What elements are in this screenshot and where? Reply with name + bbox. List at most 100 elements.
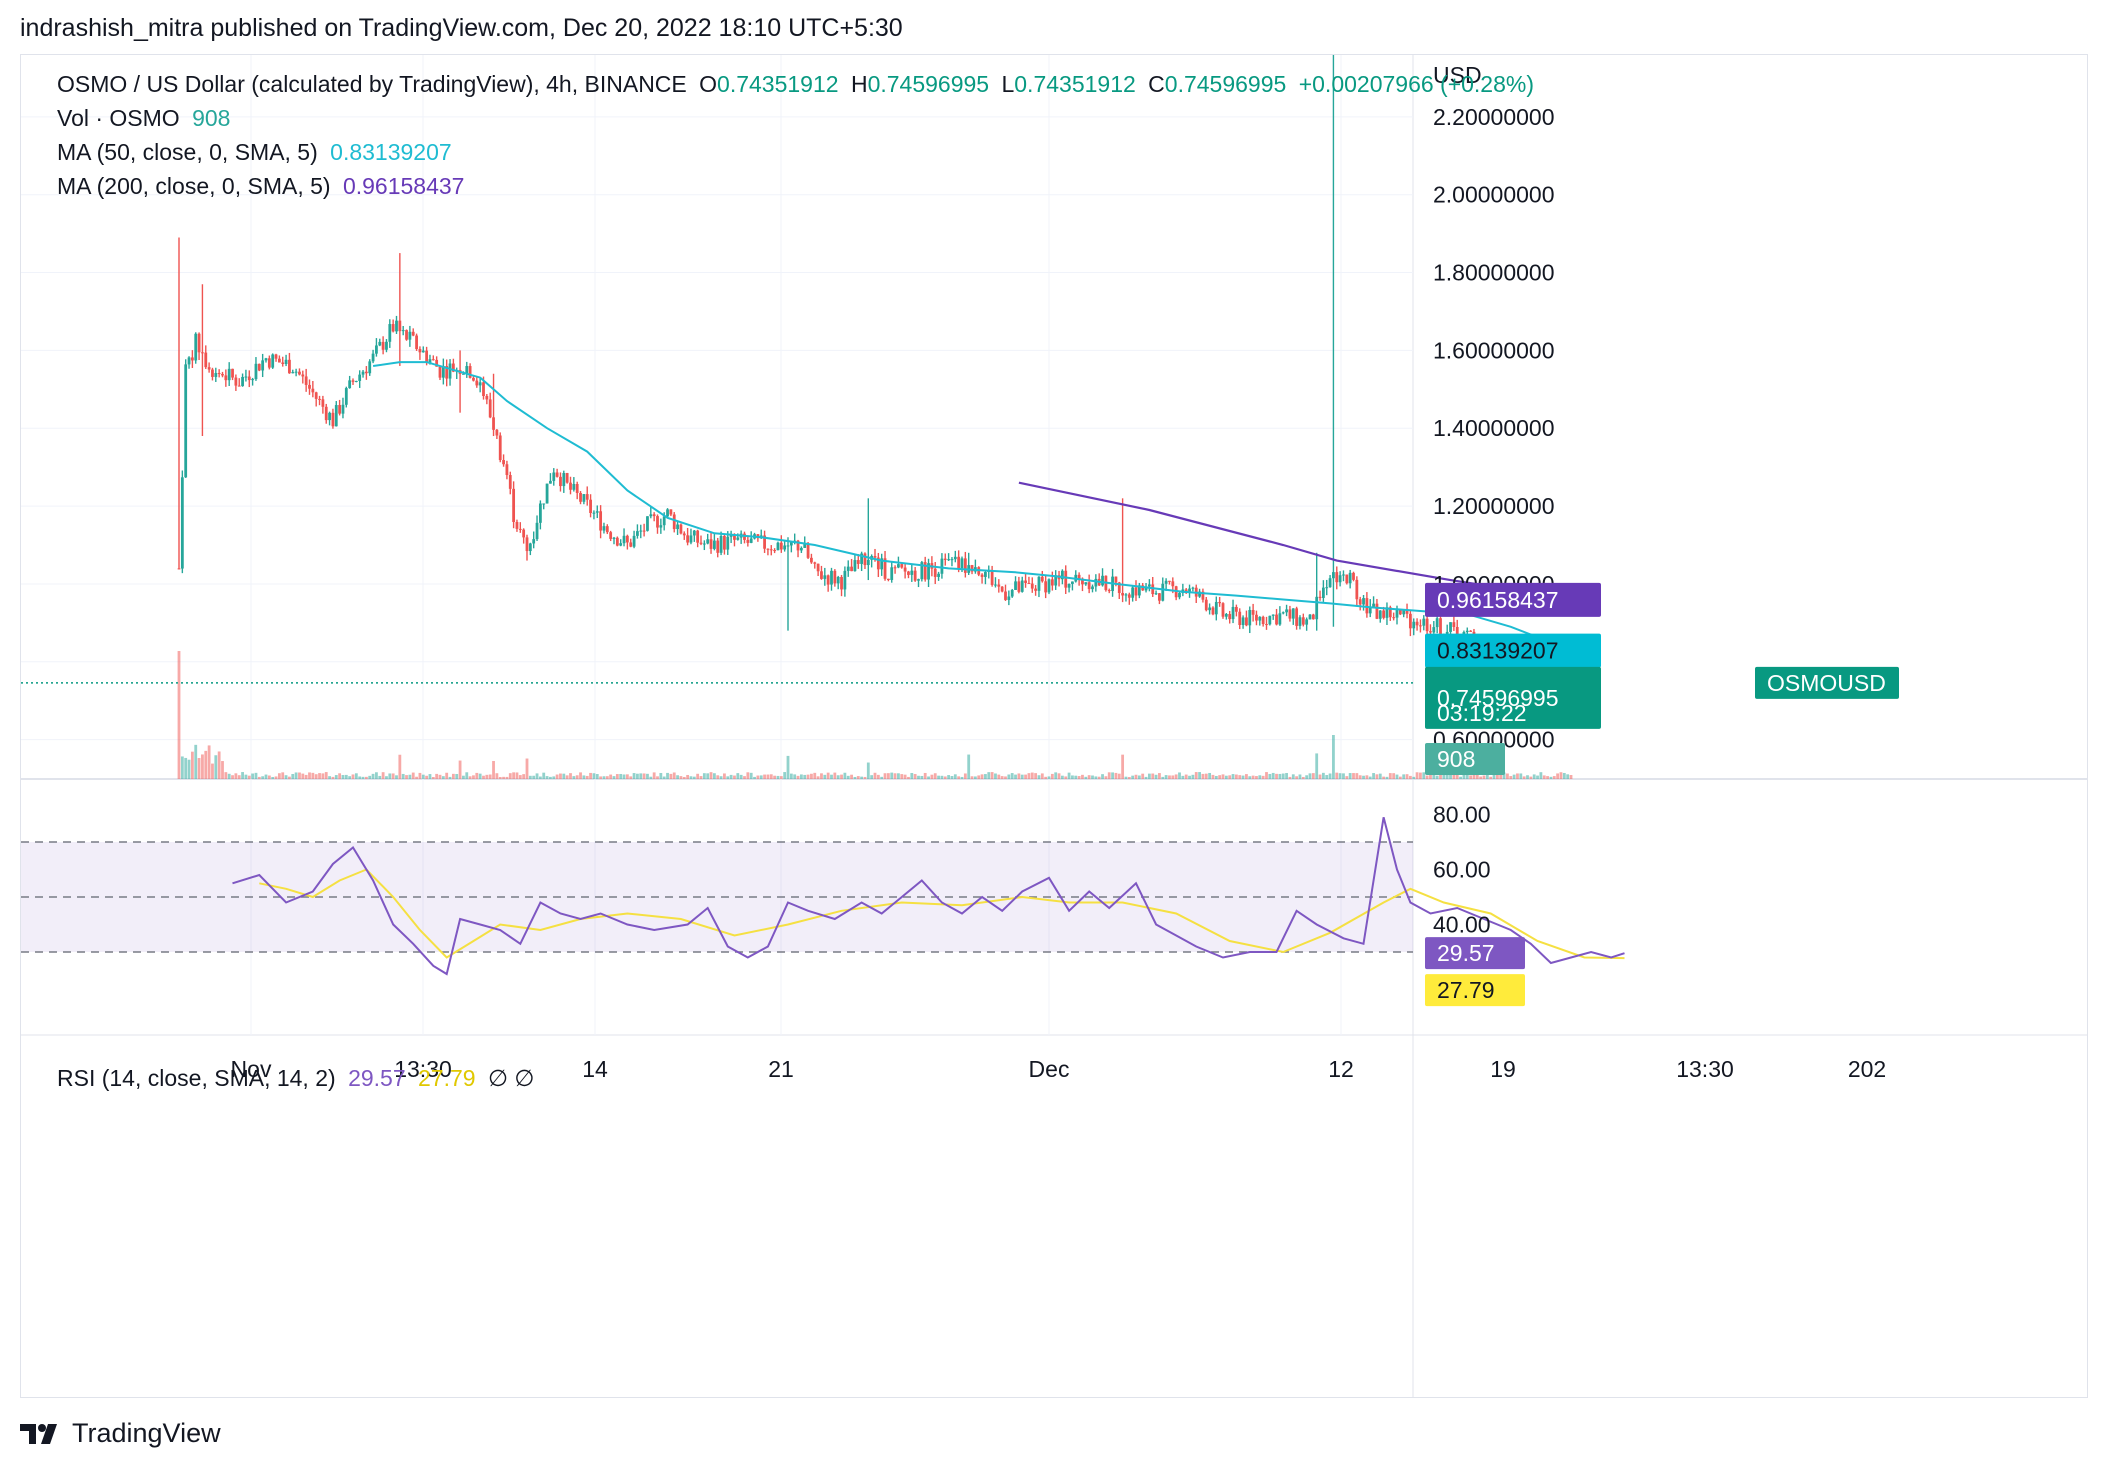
legend-ma200-row[interactable]: MA (200, close, 0, SMA, 5) 0.96158437 [57, 173, 470, 200]
volume-bar [1198, 772, 1201, 779]
ma50-badge-text: 0.83139207 [1437, 638, 1559, 664]
candle-body [1134, 587, 1138, 596]
volume-bar [351, 774, 355, 779]
volume-bar [482, 775, 485, 779]
volume-bar [1124, 776, 1128, 779]
candle-body [435, 359, 439, 367]
volume-bar [1164, 775, 1168, 779]
candle-body [789, 541, 793, 546]
candle-body [190, 357, 194, 361]
volume-bar [1071, 775, 1074, 779]
volume-bar [1087, 775, 1091, 779]
volume-bar [746, 772, 750, 779]
volume-bar [810, 773, 813, 779]
candle-body [729, 534, 733, 537]
volume-bar [1311, 773, 1315, 779]
candle-body [1234, 606, 1238, 612]
volume-bar [866, 762, 870, 779]
volume-bar [763, 774, 766, 779]
volume-bar [1004, 776, 1007, 779]
volume-bar [706, 773, 710, 779]
volume-bar [1482, 775, 1486, 779]
volume-bar [920, 775, 924, 779]
volume-bar [813, 772, 817, 779]
candle-body [1335, 572, 1339, 583]
volume-bar [1395, 774, 1399, 779]
candle-body [324, 406, 328, 421]
candle-body [348, 380, 352, 389]
volume-bar [743, 776, 746, 779]
volume-bar [425, 775, 429, 779]
volume-bar [1221, 774, 1225, 779]
legend-symbol[interactable]: OSMO / US Dollar (calculated by TradingV… [57, 71, 687, 97]
candle-body [184, 364, 188, 478]
candle-body [706, 539, 710, 544]
candle-body [1295, 608, 1299, 626]
volume-bar [582, 775, 586, 779]
candle-body [856, 560, 860, 564]
candle-body [1308, 614, 1312, 620]
candle-body [1465, 630, 1469, 633]
volume-bar [793, 774, 797, 779]
volume-bar [488, 774, 492, 779]
symbol-badge-bg [1755, 666, 1899, 699]
volume-bar [569, 773, 572, 779]
candle-body [488, 399, 492, 418]
volume-bar [1114, 772, 1118, 779]
candle-body [485, 395, 489, 400]
volume-bar [605, 776, 609, 779]
candle-body [505, 464, 509, 476]
volume-bar [823, 774, 827, 779]
volume-bar [1121, 754, 1125, 779]
candle-body [984, 571, 987, 577]
volume-bar [1556, 773, 1560, 779]
candle-body [375, 345, 378, 354]
candle-body [806, 543, 810, 558]
candle-body [1251, 609, 1255, 615]
volume-bar [1081, 774, 1084, 779]
candle-body [769, 549, 773, 551]
candle-body [599, 511, 603, 531]
candle-body [572, 484, 576, 490]
candle-body [231, 368, 234, 378]
volume-bar [505, 776, 509, 779]
rsi-layer [232, 817, 1625, 976]
volume-bar [1542, 775, 1546, 779]
candle-body [194, 333, 198, 361]
candle-body [1211, 607, 1215, 615]
volume-bar [897, 773, 900, 779]
legend-rsi-row[interactable]: RSI (14, close, SMA, 14, 2) 29.57 27.79 … [57, 1065, 540, 1092]
candle-body [816, 563, 820, 572]
volume-bar [462, 775, 465, 779]
candle-body [719, 536, 723, 553]
volume-bar [1054, 772, 1058, 779]
candle-body [843, 570, 847, 590]
chart-frame[interactable]: 2.20000000 2.00000000 1.80000000 1.60000000… [20, 54, 2088, 1398]
volume-bar [1408, 775, 1412, 779]
legend-ma50-row[interactable]: MA (50, close, 0, SMA, 5) 0.83139207 [57, 139, 458, 166]
legend-o-value: 0.74351912 [717, 71, 839, 97]
candle-body [217, 373, 221, 375]
volume-bar [1526, 775, 1529, 779]
rsi-tick-label: 40.00 [1433, 912, 1491, 938]
volume-bar [846, 775, 850, 779]
rsi-line [232, 817, 1625, 976]
candle-body [552, 472, 556, 481]
candle-body [381, 341, 385, 350]
volume-bar [311, 772, 315, 779]
volume-bar [950, 776, 954, 779]
candle-body [779, 542, 783, 550]
candle-body [1398, 609, 1402, 615]
legend-volume-row[interactable]: Vol · OSMO 908 [57, 105, 236, 132]
candle-body [1278, 613, 1282, 625]
volume-bar [331, 776, 335, 779]
legend-rsi-extra: ∅ ∅ [487, 1065, 535, 1091]
candle-body [395, 320, 398, 332]
candle-body [980, 574, 984, 577]
candle-body [1127, 594, 1131, 598]
candle-body [646, 516, 649, 531]
volume-bar [927, 776, 930, 779]
candle-body [636, 531, 639, 536]
chart-svg[interactable]: 2.20000000 2.00000000 1.80000000 1.60000000… [21, 55, 2087, 1397]
volume-bar [1057, 773, 1061, 779]
